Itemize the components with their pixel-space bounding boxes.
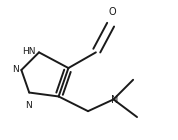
Text: N: N: [111, 95, 118, 105]
Text: O: O: [109, 7, 116, 17]
Text: HN: HN: [23, 47, 36, 56]
Text: N: N: [12, 66, 19, 74]
Text: N: N: [25, 101, 32, 110]
